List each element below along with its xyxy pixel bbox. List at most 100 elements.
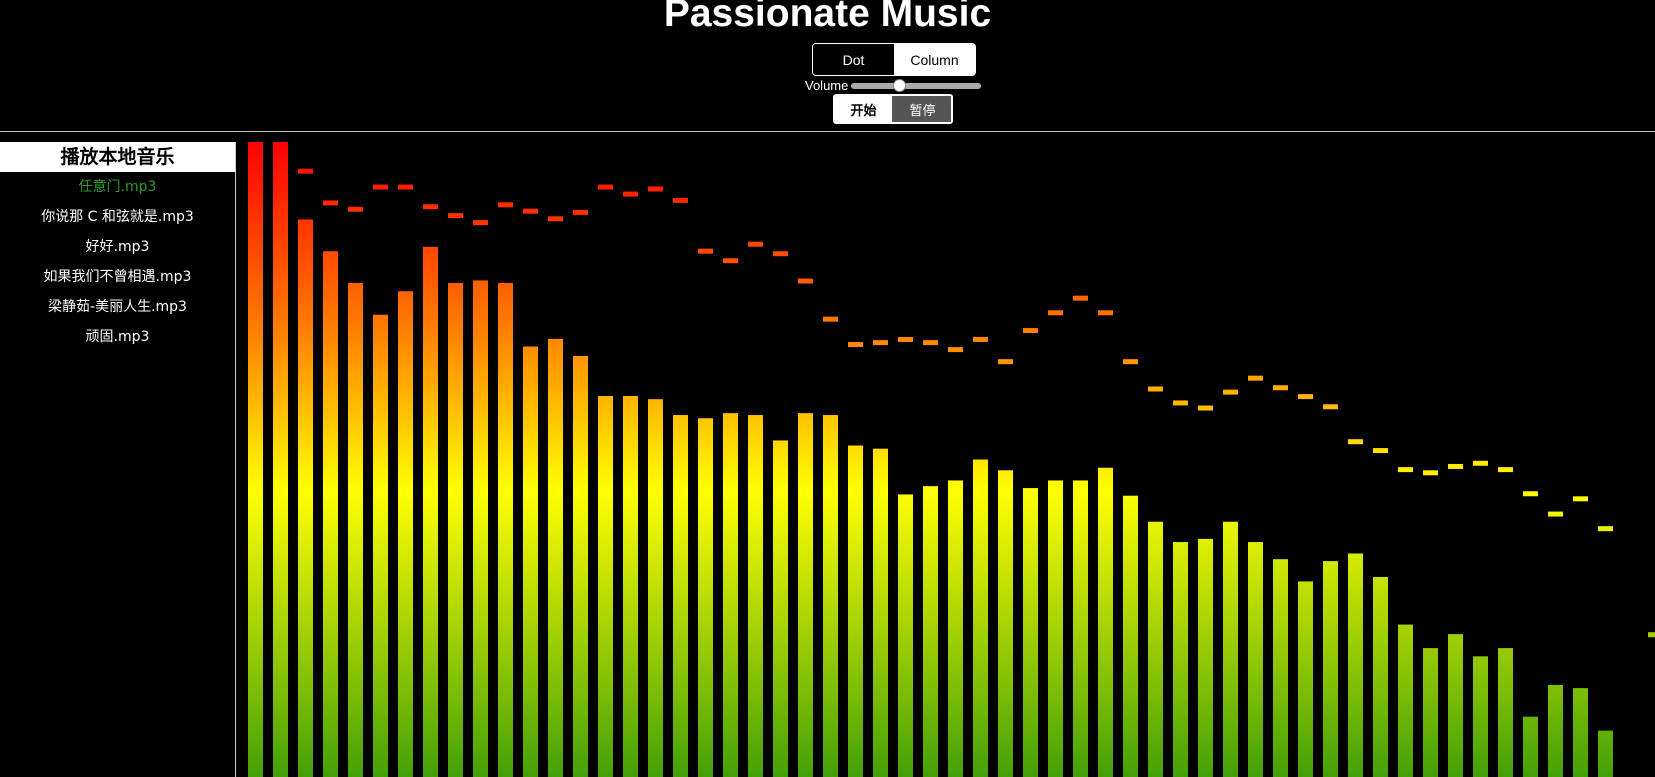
file-list: 任意门.mp3 你说那 C 和弦就是.mp3 好好.mp3 如果我们不曾相遇.mp3 梁… bbox=[0, 172, 235, 352]
visualizer-mode-toggle: Dot Column bbox=[812, 43, 976, 76]
app-title: Passionate Music bbox=[663, 0, 992, 35]
spectrum-bar bbox=[1573, 688, 1588, 777]
spectrum-bar bbox=[1448, 634, 1463, 777]
spectrum-bar bbox=[1398, 624, 1413, 777]
spectrum-peak bbox=[1248, 375, 1263, 381]
sidebar: 播放本地音乐 任意门.mp3 你说那 C 和弦就是.mp3 好好.mp3 如果我们不曾… bbox=[0, 142, 236, 777]
spectrum-bar bbox=[323, 251, 338, 777]
spectrum-peak bbox=[623, 191, 638, 197]
spectrum-peak bbox=[298, 168, 313, 174]
spectrum-peak bbox=[1373, 448, 1388, 454]
spectrum-peak bbox=[848, 342, 863, 348]
spectrum-bar bbox=[923, 486, 938, 777]
spectrum-peak bbox=[1023, 328, 1038, 334]
file-item[interactable]: 如果我们不曾相遇.mp3 bbox=[43, 269, 192, 285]
start-button[interactable]: 开始 bbox=[835, 96, 894, 122]
spectrum-peak bbox=[373, 184, 388, 190]
file-item[interactable]: 顽固.mp3 bbox=[85, 329, 150, 345]
header-divider bbox=[0, 131, 1655, 132]
spectrum-peak bbox=[948, 347, 963, 353]
spectrum-peak bbox=[1473, 460, 1488, 466]
spectrum-bar bbox=[948, 480, 963, 777]
spectrum-peak bbox=[1398, 467, 1413, 473]
spectrum-bar bbox=[1473, 656, 1488, 777]
spectrum-peak bbox=[673, 197, 688, 203]
spectrum-bar bbox=[1173, 542, 1188, 777]
spectrum-peak bbox=[398, 184, 413, 190]
spectrum-peak bbox=[823, 316, 838, 322]
spectrum-peak bbox=[923, 340, 938, 346]
spectrum-peak bbox=[1523, 491, 1538, 497]
spectrum-bar bbox=[1323, 561, 1338, 777]
spectrum-bar bbox=[1373, 576, 1388, 777]
volume-slider[interactable] bbox=[851, 79, 981, 92]
spectrum-peak bbox=[1173, 400, 1188, 406]
spectrum-peak bbox=[248, 142, 263, 147]
spectrum-peak bbox=[1098, 310, 1113, 316]
spectrum-bar bbox=[1298, 581, 1313, 777]
spectrum-bar bbox=[548, 338, 563, 777]
spectrum-peak bbox=[1048, 310, 1063, 316]
spectrum-peak bbox=[1598, 526, 1613, 532]
spectrum-bar bbox=[373, 314, 388, 777]
spectrum-bar bbox=[1023, 488, 1038, 777]
spectrum-bar bbox=[823, 415, 838, 777]
spectrum-peak bbox=[423, 204, 438, 210]
spectrum-bar bbox=[1348, 553, 1363, 777]
file-item[interactable]: 任意门.mp3 bbox=[78, 179, 157, 195]
spectrum-peak bbox=[1648, 632, 1655, 638]
spectrum-bar bbox=[673, 415, 688, 777]
spectrum-bar bbox=[1548, 684, 1563, 777]
spectrum-bar bbox=[973, 459, 988, 777]
spectrum-peak bbox=[273, 142, 288, 147]
spectrum-bar bbox=[748, 415, 763, 777]
playback-controls: 开始 暂停 bbox=[833, 94, 953, 124]
file-item[interactable]: 梁静茹-美丽人生.mp3 bbox=[48, 299, 187, 315]
spectrum-bar bbox=[1423, 648, 1438, 777]
spectrum-bar bbox=[1248, 542, 1263, 777]
spectrum-bar bbox=[1073, 480, 1088, 777]
mode-dot-button[interactable]: Dot bbox=[813, 44, 894, 75]
file-item[interactable]: 你说那 C 和弦就是.mp3 bbox=[41, 209, 194, 225]
mode-column-button[interactable]: Column bbox=[894, 44, 975, 75]
spectrum-peak bbox=[1073, 295, 1088, 301]
spectrum-peak bbox=[873, 340, 888, 346]
spectrum-bar bbox=[298, 219, 313, 777]
volume-label: Volume bbox=[805, 78, 849, 93]
spectrum-bar bbox=[248, 142, 263, 777]
spectrum-bar bbox=[1498, 648, 1513, 777]
spectrum-bar bbox=[1148, 521, 1163, 777]
spectrum-bar bbox=[398, 291, 413, 777]
spectrum-peak bbox=[1498, 467, 1513, 473]
spectrum-bar bbox=[873, 448, 888, 777]
spectrum-peak bbox=[1348, 439, 1363, 445]
sidebar-header[interactable]: 播放本地音乐 bbox=[0, 142, 235, 172]
spectrum-peak bbox=[573, 209, 588, 215]
spectrum-bar bbox=[1123, 495, 1138, 777]
spectrum-peak bbox=[323, 200, 338, 206]
spectrum-peaks bbox=[248, 142, 1655, 638]
spectrum-peak bbox=[498, 202, 513, 208]
spectrum-peak bbox=[1323, 404, 1338, 410]
spectrum-peak bbox=[1298, 394, 1313, 400]
spectrum-bar bbox=[1273, 559, 1288, 777]
spectrum-peak bbox=[1573, 496, 1588, 502]
spectrum-bar bbox=[473, 280, 488, 777]
spectrum-bar bbox=[498, 282, 513, 777]
spectrum-bar bbox=[1598, 730, 1613, 777]
spectrum-peak bbox=[473, 220, 488, 226]
spectrum-bar bbox=[523, 346, 538, 777]
spectrum-bar bbox=[623, 396, 638, 777]
spectrum-peak bbox=[1198, 405, 1213, 411]
spectrum-peak bbox=[598, 184, 613, 190]
file-item[interactable]: 好好.mp3 bbox=[85, 239, 150, 255]
spectrum-bar bbox=[1098, 467, 1113, 777]
spectrum-peak bbox=[523, 208, 538, 214]
spectrum-peak bbox=[1223, 389, 1238, 395]
volume-slider-knob[interactable] bbox=[893, 79, 907, 92]
spectrum-peak bbox=[1448, 463, 1463, 469]
spectrum-peak bbox=[1273, 385, 1288, 391]
pause-button[interactable]: 暂停 bbox=[894, 96, 951, 122]
spectrum-peak bbox=[448, 213, 463, 219]
spectrum-bars bbox=[248, 142, 1613, 777]
